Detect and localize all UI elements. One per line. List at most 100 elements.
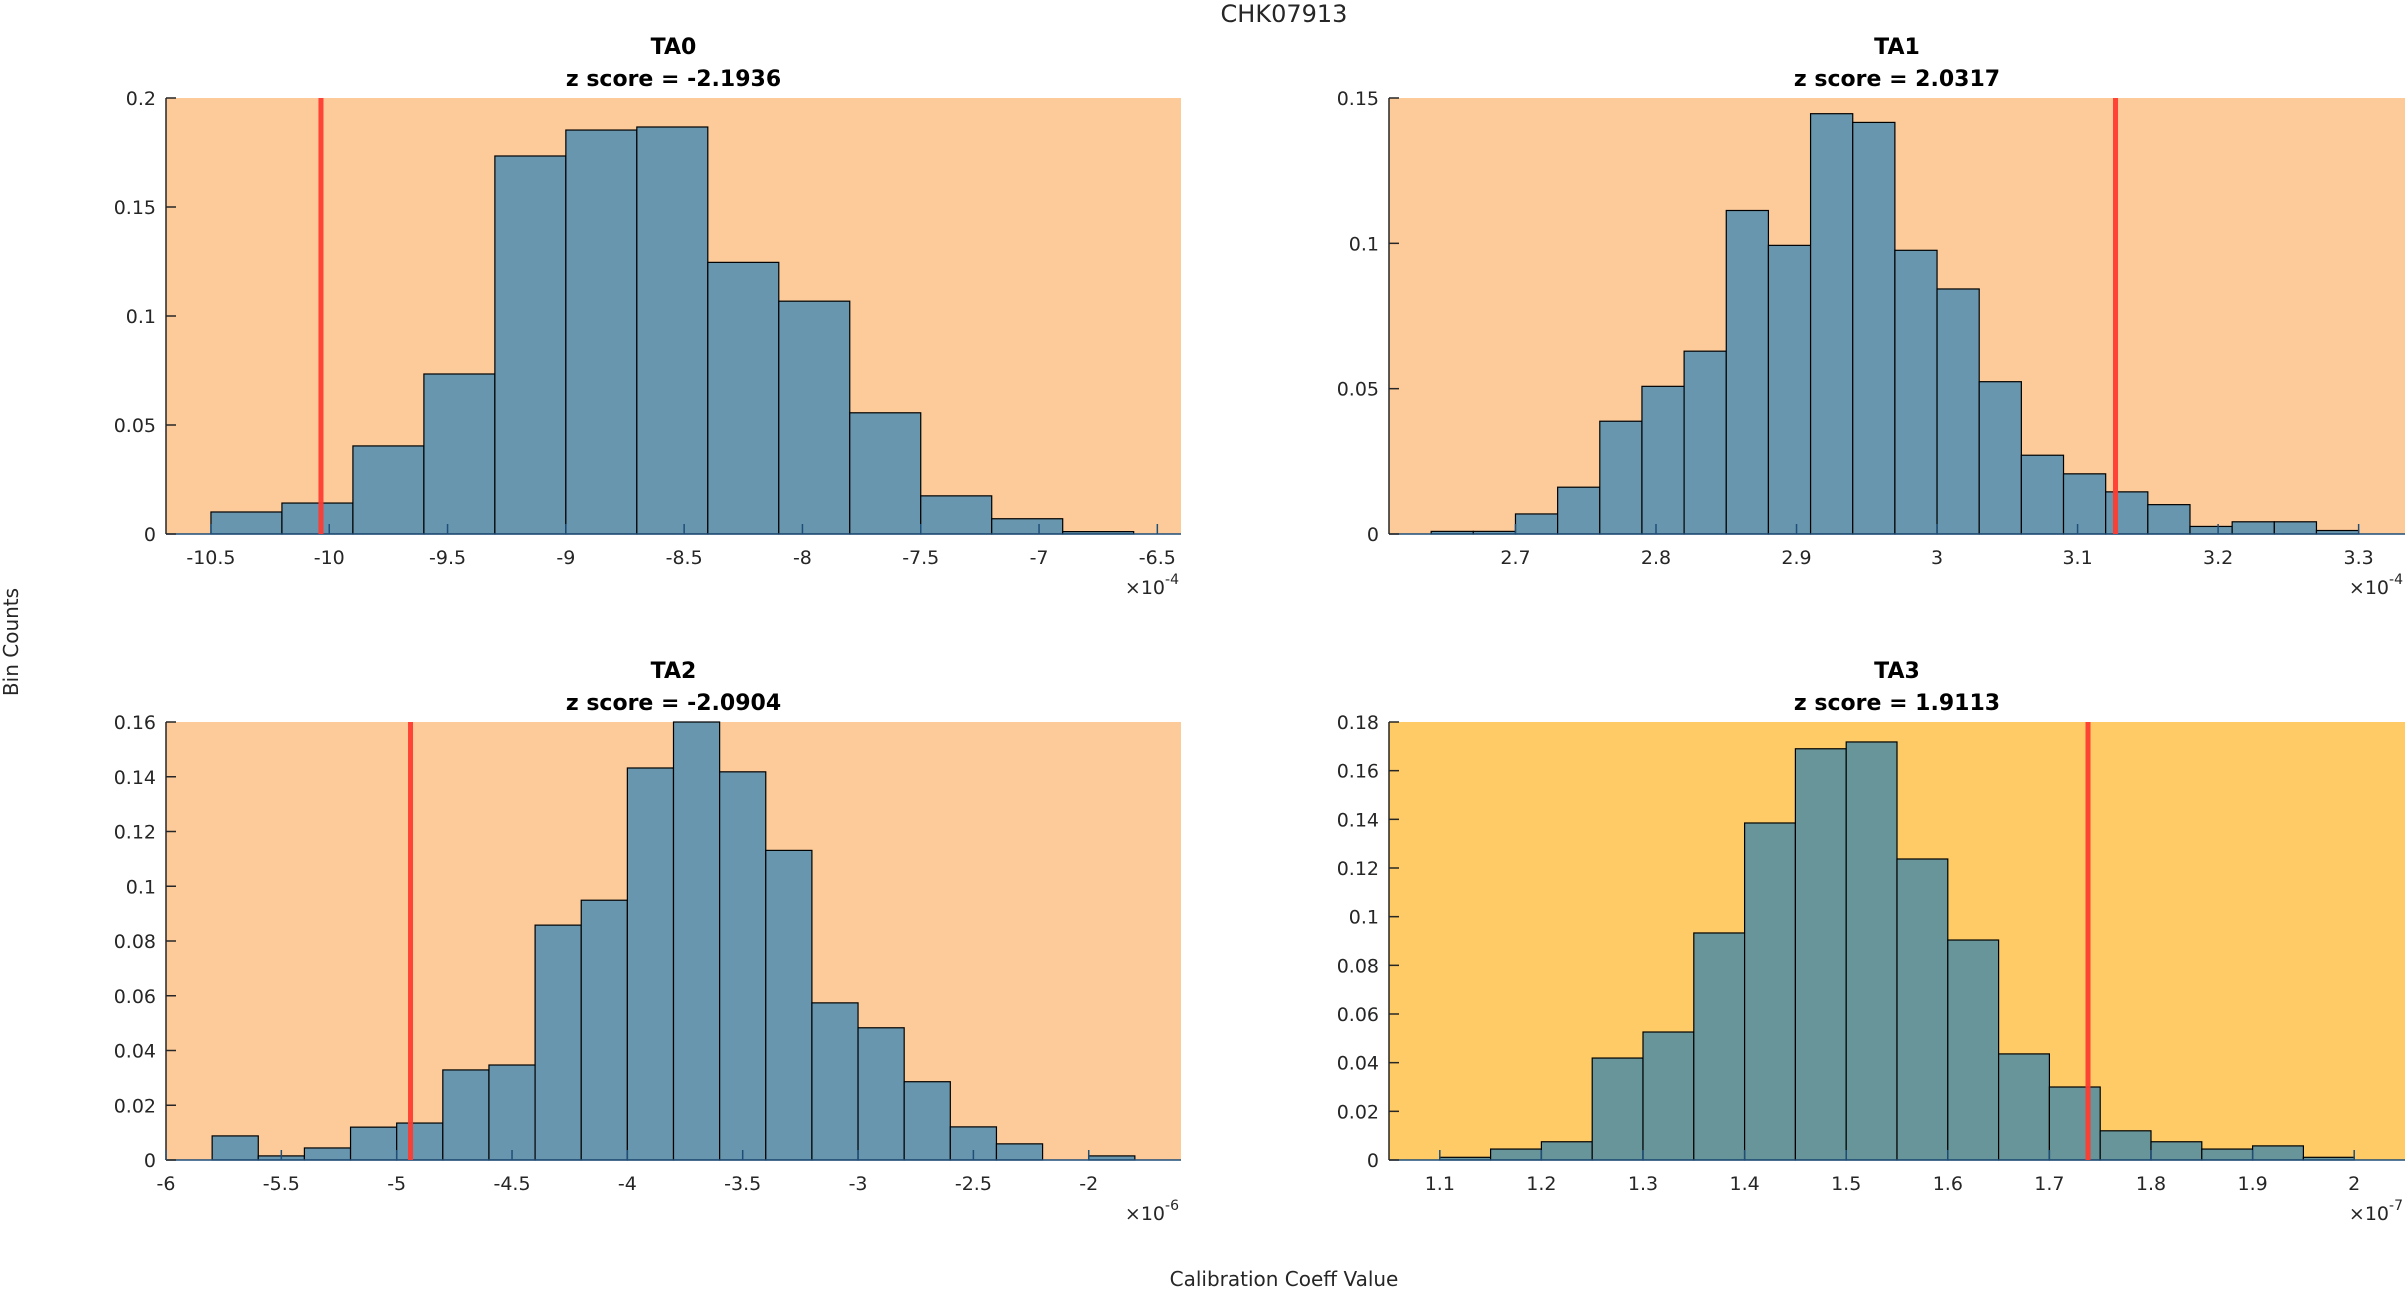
x-tick-label: -4: [618, 1173, 637, 1195]
x-tick-label: 1.4: [1729, 1173, 1759, 1195]
y-tick-label: 0: [144, 524, 156, 546]
histogram-bar: [1514, 513, 1559, 535]
x-tick-label: -9: [556, 547, 575, 569]
x-exponent-power: -7: [2389, 1198, 2403, 1214]
histogram-bar: [1978, 381, 2022, 535]
histogram-bar: [636, 126, 709, 535]
y-tick-label: 0.05: [1337, 379, 1379, 401]
histogram-bar: [494, 155, 567, 535]
histogram-bar: [765, 849, 813, 1161]
y-tick-label: 0.16: [1337, 761, 1379, 783]
histogram-bar: [1489, 1148, 1542, 1161]
subplot-title: TA3: [1874, 659, 1920, 684]
histogram-bar: [1947, 939, 2000, 1161]
histogram-bar: [423, 373, 496, 535]
histogram-bar: [2020, 454, 2065, 535]
x-tick-label: 1.2: [1526, 1173, 1556, 1195]
histogram-bar: [1642, 1031, 1695, 1161]
histogram-bar: [991, 518, 1064, 535]
histogram-bar: [1852, 121, 1896, 535]
x-exponent-label: ×10-7: [2349, 1198, 2403, 1225]
x-tick-label: -8.5: [666, 547, 703, 569]
histogram-bar: [849, 412, 922, 535]
x-tick-label: 2: [2348, 1173, 2360, 1195]
histogram-bar: [1794, 748, 1847, 1161]
histogram-bar: [2201, 1148, 2254, 1161]
histogram-bar: [811, 1002, 859, 1161]
histogram-bar: [1743, 822, 1796, 1161]
histogram-bar: [2273, 521, 2318, 535]
x-tick-label: 3.1: [2062, 547, 2092, 569]
histogram-bar: [2105, 491, 2149, 535]
x-tick-label: -3.5: [724, 1173, 761, 1195]
x-exponent-label: ×10-6: [1125, 1198, 1179, 1225]
y-tick-label: 0.04: [114, 1041, 156, 1063]
x-tick-label: -2.5: [955, 1173, 992, 1195]
histogram-bar: [1896, 858, 1949, 1161]
x-tick-label: 2.8: [1641, 547, 1671, 569]
y-tick-label: 0.18: [1337, 712, 1379, 734]
subplot-title: TA2: [651, 659, 697, 684]
histogram-bar: [1540, 1141, 1593, 1161]
subplot-title: TA1: [1874, 35, 1920, 60]
y-tick-label: 0.1: [1349, 907, 1379, 929]
histogram-bar: [995, 1143, 1044, 1161]
histogram-bar: [1936, 288, 1980, 535]
x-tick-label: 3.2: [2203, 547, 2233, 569]
histogram-bar: [2150, 1141, 2203, 1161]
histogram-bar: [1599, 420, 1643, 535]
y-tick-label: 0.1: [126, 306, 156, 328]
y-tick-label: 0: [1367, 524, 1379, 546]
histogram-bar: [1767, 244, 1812, 535]
x-exponent-label: ×10-4: [1125, 572, 1179, 599]
y-tick-label: 0.08: [114, 931, 156, 953]
x-tick-label: -9.5: [429, 547, 466, 569]
x-tick-label: -5: [387, 1173, 406, 1195]
histogram-bar: [707, 261, 780, 535]
x-tick-label: -2: [1079, 1173, 1098, 1195]
histogram-bar: [1997, 1053, 2050, 1161]
histogram-bar: [303, 1147, 352, 1161]
x-exponent-base: ×10: [2349, 1203, 2389, 1225]
histogram-bar: [857, 1027, 905, 1161]
y-tick-label: 0.12: [1337, 858, 1379, 880]
histogram-bar: [580, 899, 628, 1161]
histogram-bar: [1641, 385, 1685, 535]
x-tick-label: 1.9: [2237, 1173, 2267, 1195]
x-tick-label: -6: [157, 1173, 176, 1195]
histogram-bar: [778, 300, 851, 535]
y-axis-label: Bin Counts: [0, 588, 23, 696]
x-tick-label: -4.5: [493, 1173, 530, 1195]
x-axis-label: Calibration Coeff Value: [1170, 1267, 1399, 1290]
histogram-bar: [352, 445, 425, 535]
histogram-bar: [211, 1135, 259, 1161]
subplot-ta3: 0 0.02 0.04 0.06 0.08 0.1 0.12 0.14 0.16 0.18 1.1 1…: [1337, 659, 2405, 1225]
histogram-bar: [719, 771, 767, 1161]
y-tick-label: 0.06: [1337, 1004, 1379, 1026]
x-exponent-power: -4: [2389, 572, 2403, 588]
x-tick-label: -6.5: [1139, 547, 1176, 569]
subplot-zscore: z score = 2.0317: [1794, 67, 2000, 92]
y-tick-label: 0.14: [1337, 809, 1379, 831]
x-tick-label: 2.7: [1500, 547, 1530, 569]
x-exponent-power: -6: [1165, 1198, 1179, 1214]
y-tick-label: 0.08: [1337, 955, 1379, 977]
x-tick-label: 2.9: [1781, 547, 1811, 569]
x-exponent-label: ×10-4: [2349, 572, 2403, 599]
subplot-ta1: 0 0.05 0.1 0.15 2.7 2.8 2.9 3 3.1 3.2 3.3 ×10-4 TA1 z…: [1337, 35, 2405, 599]
histogram-bar: [1693, 932, 1746, 1161]
y-tick-label: 0.1: [1349, 233, 1379, 255]
histogram-bar: [2048, 1086, 2101, 1161]
histogram-bar: [903, 1081, 951, 1161]
histogram-bar: [1725, 209, 1770, 535]
x-tick-label: -7.5: [902, 547, 939, 569]
histogram-bar: [442, 1069, 490, 1161]
x-exponent-power: -4: [1165, 572, 1179, 588]
subplot-title: TA0: [651, 35, 697, 60]
subplot-ta0: 0 0.05 0.1 0.15 0.2 -10.5 -10 -9.5 -9 -8.5 -8 -7.5 -…: [114, 35, 1181, 599]
histogram-bar: [2099, 1130, 2152, 1161]
histogram-bar: [1894, 249, 1938, 535]
histogram-bar: [1845, 741, 1898, 1161]
y-tick-label: 0.06: [114, 986, 156, 1008]
